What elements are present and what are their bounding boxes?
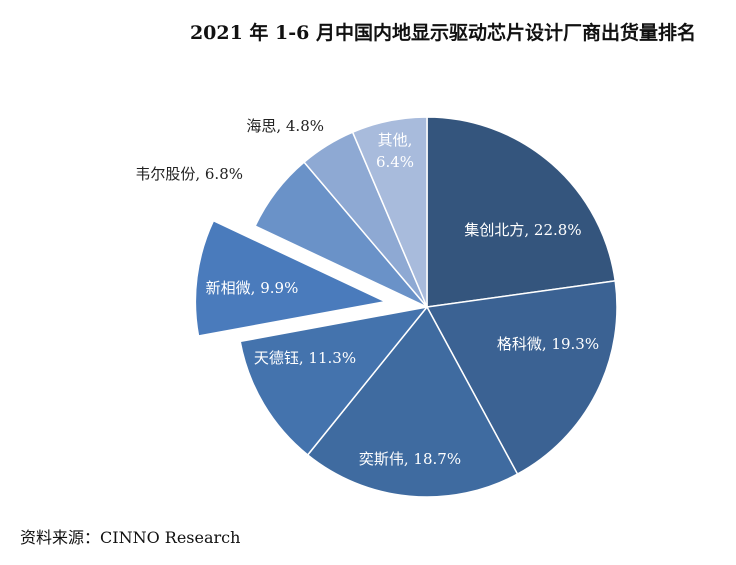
pie-slice-5	[194, 219, 388, 337]
pie-slice-4	[239, 305, 429, 456]
pie-slice-2	[425, 279, 618, 476]
slice-label-1: 集创北方, 22.8%	[464, 221, 581, 239]
slice-label-8-line-2: 6.4%	[376, 153, 414, 171]
pie-slice-8	[351, 116, 428, 308]
slice-label-6: 韦尔股份, 6.8%	[135, 165, 243, 183]
chart-title: 2021 年 1-6 月中国内地显示驱动芯片设计厂商出货量排名	[189, 22, 696, 44]
source-note: 资料来源：CINNO Research	[20, 528, 241, 547]
slice-label-4: 天德钰, 11.3%	[254, 349, 356, 367]
pie-slice-1	[426, 116, 617, 308]
slice-label-2: 格科微, 19.3%	[497, 335, 599, 353]
slice-label-5: 新相微, 9.9%	[206, 279, 299, 297]
pie-slice-3	[306, 305, 519, 498]
slice-label-3: 奕斯伟, 18.7%	[359, 450, 461, 468]
slice-label-8-line-1: 其他,	[378, 131, 413, 149]
slice-label-7: 海思, 4.8%	[246, 117, 324, 135]
